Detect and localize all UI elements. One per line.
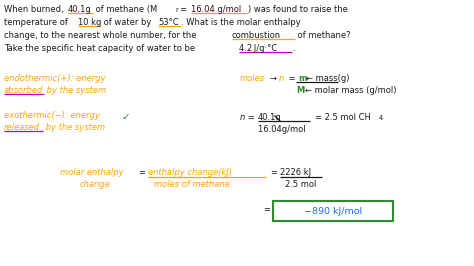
Text: released: released [4,123,40,132]
Text: of methane?: of methane? [295,31,351,40]
Text: change, to the nearest whole number, for the: change, to the nearest whole number, for… [4,31,199,40]
Text: combustion: combustion [232,31,281,40]
Text: n: n [279,74,284,83]
Text: 2226 kJ: 2226 kJ [280,168,311,177]
Text: 2.5 mol: 2.5 mol [285,180,316,189]
Text: change: change [80,180,111,189]
Text: r: r [175,6,178,13]
Text: 10 kg: 10 kg [78,18,101,27]
Text: −890 kJ/mol: −890 kJ/mol [304,206,362,215]
Text: 53°C: 53°C [158,18,179,27]
Text: ) was found to raise the: ) was found to raise the [248,5,348,14]
Text: When burned,: When burned, [4,5,66,14]
Text: = 2.5 mol CH: = 2.5 mol CH [315,113,371,122]
Text: =: = [270,168,277,177]
Text: moles of methane: moles of methane [154,180,230,189]
Text: →: → [270,74,277,83]
Text: temperature of: temperature of [4,18,71,27]
Text: 16.04 g/mol: 16.04 g/mol [191,5,241,14]
Text: of methane (M: of methane (M [93,5,157,14]
Text: =: = [180,5,190,14]
Text: ← molar mass (g/mol): ← molar mass (g/mol) [305,86,396,95]
Text: by the system: by the system [44,86,106,95]
Text: 40.1g: 40.1g [68,5,92,14]
Text: of water by: of water by [101,18,154,27]
Text: 4: 4 [379,115,383,121]
Text: endothermic(+): energy: endothermic(+): energy [4,74,106,83]
Text: absorbed: absorbed [4,86,44,95]
Text: M: M [296,86,304,95]
Text: molar enthalpy: molar enthalpy [60,168,124,177]
Text: 40.1g: 40.1g [258,113,282,122]
Text: . What is the molar enthalpy: . What is the molar enthalpy [181,18,301,27]
Text: =: = [138,168,145,177]
FancyBboxPatch shape [273,201,393,221]
Text: =: = [263,205,270,214]
Text: ✓: ✓ [121,112,130,122]
Text: exothermic(−): energy: exothermic(−): energy [4,111,100,120]
Text: 4.2 J/g·°C: 4.2 J/g·°C [239,44,277,53]
Text: 16.04​g/mol: 16.04​g/mol [258,125,306,134]
Text: enthalpy change(kJ): enthalpy change(kJ) [148,168,232,177]
Text: moles: moles [240,74,265,83]
Text: ← mass(g): ← mass(g) [306,74,349,83]
Text: =: = [286,74,298,83]
Text: n =: n = [240,113,257,122]
Text: m: m [298,74,307,83]
Text: by the system: by the system [43,123,105,132]
Text: .: . [292,44,295,53]
Text: Take the specific heat capacity of water to be: Take the specific heat capacity of water… [4,44,198,53]
